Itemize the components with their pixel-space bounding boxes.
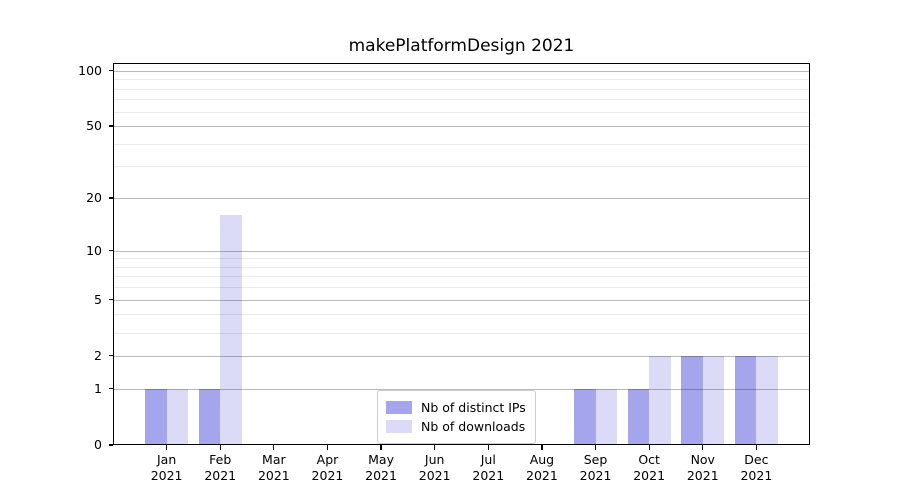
bar-oct-distinct-ips	[627, 388, 650, 445]
x-tick-mark	[380, 445, 382, 450]
x-tick-mark	[273, 445, 275, 450]
chart-title: makePlatformDesign 2021	[348, 36, 575, 56]
plot-area: Nb of distinct IPs Nb of downloads	[113, 63, 810, 445]
y-tick-mark	[108, 249, 113, 252]
y-axis-line	[113, 63, 115, 445]
major-gridline-100	[113, 70, 810, 72]
minor-gridline	[113, 99, 810, 101]
minor-gridline	[113, 79, 810, 81]
minor-gridline	[113, 111, 810, 113]
minor-gridline	[113, 287, 810, 289]
x-tick-label-feb: Feb 2021	[204, 452, 237, 483]
major-gridline-50	[113, 126, 810, 128]
x-tick-mark	[326, 445, 329, 450]
x-tick-mark	[648, 445, 650, 450]
bar-jan-distinct-ips	[145, 388, 167, 445]
top-spine	[113, 63, 810, 65]
y-tick-label-100: 100	[78, 62, 102, 78]
y-tick-label-50: 50	[86, 118, 102, 134]
x-tick-mark	[594, 445, 597, 450]
x-tick-label-aug: Aug 2021	[526, 452, 558, 483]
bar-dec-downloads	[756, 355, 778, 445]
major-gridline-10	[113, 250, 810, 252]
y-tick-mark	[108, 125, 113, 127]
y-tick-mark	[108, 197, 113, 199]
y-tick-label-10: 10	[86, 242, 102, 258]
bar-sep-downloads	[595, 388, 618, 445]
bar-feb-distinct-ips	[198, 388, 221, 445]
minor-gridline	[113, 88, 810, 90]
y-tick-label-1: 1	[94, 380, 102, 396]
y-tick-mark	[108, 299, 113, 301]
x-tick-label-oct: Oct 2021	[633, 452, 666, 483]
y-tick-label-5: 5	[94, 291, 102, 307]
bar-nov-distinct-ips	[681, 355, 703, 445]
bar-sep-distinct-ips	[574, 388, 596, 445]
bar-oct-downloads	[649, 355, 671, 445]
major-gridline-2	[113, 355, 810, 357]
minor-gridline	[113, 166, 810, 168]
x-tick-label-mar: Mar 2021	[257, 452, 290, 483]
x-tick-mark	[166, 445, 168, 450]
legend-item-distinct-ips: Nb of distinct IPs	[386, 399, 526, 416]
y-tick-mark	[108, 444, 113, 446]
x-tick-mark	[487, 445, 489, 450]
right-spine	[808, 63, 810, 445]
y-tick-label-2: 2	[94, 347, 102, 363]
major-gridline-20	[113, 198, 810, 200]
legend-item-downloads: Nb of downloads	[386, 418, 526, 435]
x-tick-mark	[541, 445, 543, 450]
legend-swatch-downloads	[386, 420, 412, 433]
x-axis-line	[113, 443, 810, 445]
bar-jan-downloads	[166, 388, 189, 445]
legend-label-downloads: Nb of downloads	[421, 419, 526, 434]
x-tick-label-jan: Jan 2021	[150, 452, 183, 483]
bar-feb-downloads	[220, 215, 242, 445]
major-gridline-1	[113, 388, 810, 390]
legend-swatch-distinct-ips	[386, 401, 412, 414]
legend-label-distinct-ips: Nb of distinct IPs	[421, 400, 526, 415]
minor-gridline	[113, 276, 810, 278]
x-tick-mark	[434, 445, 436, 450]
y-tick-mark	[108, 388, 113, 390]
y-tick-label-0: 0	[94, 437, 102, 452]
bar-nov-downloads	[702, 355, 725, 445]
x-tick-label-nov: Nov 2021	[686, 452, 719, 483]
minor-gridline	[113, 143, 810, 145]
x-tick-label-jun: Jun 2021	[418, 452, 451, 483]
x-tick-label-may: May 2021	[365, 452, 397, 483]
x-tick-label-jul: Jul 2021	[472, 452, 505, 483]
y-tick-mark	[108, 70, 113, 72]
x-tick-label-dec: Dec 2021	[740, 452, 773, 483]
minor-gridline	[113, 266, 810, 268]
legend: Nb of distinct IPs Nb of downloads	[377, 390, 536, 444]
x-tick-mark	[702, 445, 704, 450]
x-tick-label-apr: Apr 2021	[311, 452, 344, 483]
y-tick-label-20: 20	[86, 190, 102, 206]
minor-gridline	[113, 258, 810, 260]
x-tick-mark	[219, 445, 221, 450]
y-tick-mark	[108, 355, 113, 357]
major-gridline-5	[113, 299, 810, 301]
minor-gridline	[113, 332, 810, 334]
minor-gridline	[113, 314, 810, 316]
x-tick-label-sep: Sep 2021	[579, 452, 612, 483]
bar-dec-distinct-ips	[734, 355, 757, 445]
x-tick-mark	[755, 445, 757, 450]
